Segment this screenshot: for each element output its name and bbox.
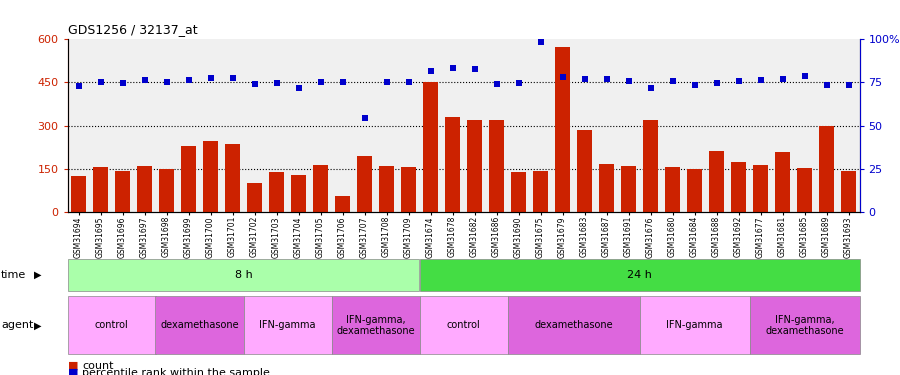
Point [490,81,504,87]
Point [555,74,570,80]
Bar [357,156,372,212]
Bar [688,170,702,212]
Bar [511,172,526,212]
Point [599,76,614,82]
Bar [842,171,856,212]
Text: IFN-gamma: IFN-gamma [666,320,723,330]
Bar [292,175,306,212]
Point [842,81,856,87]
Text: IFN-gamma: IFN-gamma [259,320,316,330]
Bar [94,167,108,212]
Text: dexamethasone: dexamethasone [535,320,613,330]
Point [248,81,262,87]
Bar [248,183,262,212]
Bar [225,144,239,212]
Bar [555,46,570,212]
Bar [269,172,284,212]
Point [203,75,218,81]
Bar [732,162,745,212]
Point [181,77,195,83]
Point [159,79,174,85]
Point [665,78,680,84]
Point [94,80,108,86]
Point [511,80,526,86]
Text: ■: ■ [68,361,78,370]
Bar [709,151,724,212]
Bar [71,176,86,212]
Point [446,65,460,71]
Text: 24 h: 24 h [627,270,652,280]
Bar [203,141,218,212]
Bar [753,165,768,212]
Bar [181,146,195,212]
Bar [665,167,680,212]
Bar [621,166,635,212]
Point [467,66,482,72]
Text: control: control [446,320,481,330]
Point [269,80,284,86]
Point [688,81,702,87]
Bar [401,167,416,212]
Point [138,78,152,84]
Bar [776,152,789,212]
Text: percentile rank within the sample: percentile rank within the sample [82,368,270,375]
Text: 8 h: 8 h [235,270,252,280]
Point [797,74,812,80]
Text: IFN-gamma,
dexamethasone: IFN-gamma, dexamethasone [765,315,844,336]
Bar [644,120,658,212]
Point [401,80,416,86]
Bar [578,130,591,212]
Point [577,76,591,82]
Point [534,39,548,45]
Text: agent: agent [1,320,33,330]
Bar [534,171,547,212]
Text: count: count [82,361,113,370]
Point [732,78,746,84]
Point [709,80,724,86]
Point [357,115,372,121]
Point [423,68,437,74]
Point [292,85,306,91]
Point [644,85,658,91]
Text: dexamethasone: dexamethasone [160,320,238,330]
Bar [467,120,482,212]
Bar [313,165,328,212]
Text: IFN-gamma,
dexamethasone: IFN-gamma, dexamethasone [337,315,415,336]
Point [775,76,789,82]
Point [71,83,86,89]
Point [225,75,239,81]
Bar [599,164,614,212]
Point [313,80,328,86]
Bar [423,82,437,212]
Bar [490,120,504,212]
Text: GDS1256 / 32137_at: GDS1256 / 32137_at [68,22,197,36]
Bar [797,168,812,212]
Bar [380,166,393,212]
Point [379,79,393,85]
Text: time: time [1,270,26,280]
Bar [159,169,174,212]
Bar [115,171,130,212]
Text: control: control [94,320,129,330]
Bar [446,117,460,212]
Text: ■: ■ [68,368,78,375]
Bar [138,166,151,212]
Bar [336,196,349,212]
Text: ▶: ▶ [34,270,41,280]
Point [753,76,768,82]
Point [621,78,635,84]
Point [819,81,833,87]
Bar [819,126,833,212]
Point [115,80,130,86]
Point [336,79,350,85]
Text: ▶: ▶ [34,320,41,330]
